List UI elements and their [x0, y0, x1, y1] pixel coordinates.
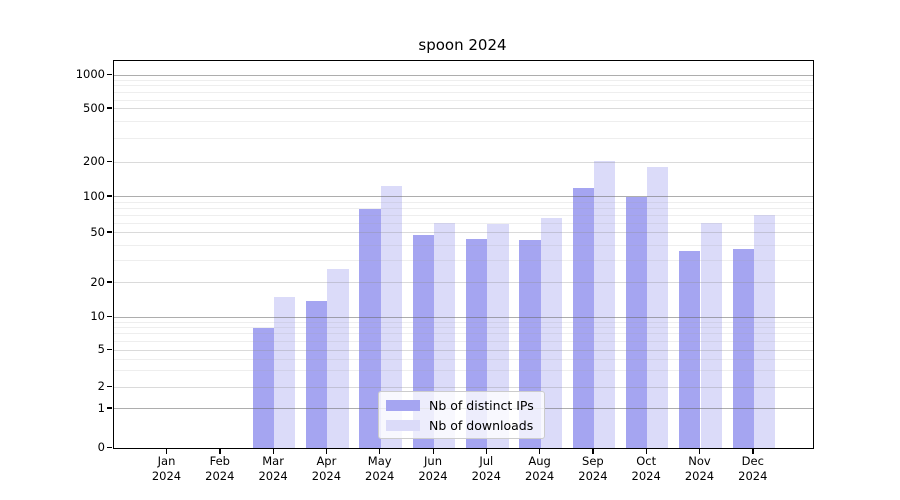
x-tick-mark	[752, 449, 754, 454]
x-tick-mark	[325, 449, 328, 454]
gridline	[114, 340, 813, 342]
bar-downloads	[593, 160, 616, 448]
y-tick-mark	[107, 348, 112, 350]
x-tick-mark	[166, 449, 168, 454]
gridline	[114, 321, 813, 323]
gridline	[114, 215, 813, 216]
y-tick-mark	[107, 195, 112, 197]
gridline	[114, 99, 813, 101]
gridline	[114, 108, 813, 110]
gridline	[114, 282, 813, 284]
gridline	[114, 232, 813, 234]
x-tick-mark	[592, 449, 594, 454]
gridline	[114, 161, 813, 163]
bar-downloads	[700, 222, 722, 448]
x-tick-mark	[485, 449, 488, 454]
gridline	[114, 208, 813, 210]
x-tick-label: Nov 2024	[684, 454, 715, 483]
y-tick-label: 0	[97, 440, 105, 454]
legend-label-downloads: Nb of downloads	[429, 417, 534, 433]
x-tick-label: Dec 2024	[738, 454, 768, 483]
gridline	[114, 196, 813, 198]
gridline	[114, 85, 813, 87]
x-tick-label: Oct 2024	[631, 454, 661, 483]
gridline	[114, 74, 813, 76]
bar-distinct-ips	[679, 250, 701, 448]
legend-label-distinct-ips: Nb of distinct IPs	[429, 397, 534, 413]
bar-downloads	[327, 268, 349, 448]
gridline	[114, 327, 813, 329]
bar-distinct-ips	[625, 197, 648, 448]
y-tick-mark	[107, 315, 112, 317]
y-tick-label: 5	[97, 342, 105, 356]
x-tick-mark	[432, 449, 434, 454]
y-tick-label: 20	[90, 274, 105, 289]
y-tick-mark	[107, 73, 112, 75]
x-tick-label: Mar 2024	[258, 454, 288, 483]
y-tick-label: 100	[83, 188, 105, 203]
y-tick-label: 1	[97, 400, 105, 415]
bar-distinct-ips	[252, 327, 275, 448]
bar-distinct-ips	[359, 208, 381, 448]
bar-distinct-ips	[732, 249, 754, 448]
x-tick-label: Jun 2024	[418, 454, 448, 483]
gridline	[114, 349, 813, 351]
legend-swatch-downloads	[386, 419, 420, 431]
gridline	[114, 244, 813, 246]
gridline	[114, 79, 813, 81]
legend-entry-ips: Nb of distinct IPs	[386, 397, 534, 413]
x-tick-label: May 2024	[365, 454, 395, 483]
x-tick-label: Feb 2024	[205, 454, 235, 483]
y-tick-mark	[107, 107, 112, 109]
y-tick-mark	[107, 446, 112, 448]
bar-downloads	[647, 167, 669, 448]
gridline	[114, 91, 813, 93]
gridline	[114, 138, 813, 140]
x-tick-mark	[645, 449, 647, 454]
y-tick-label: 10	[90, 309, 105, 323]
bar-distinct-ips	[572, 187, 594, 448]
x-tick-mark	[699, 449, 701, 454]
bar-downloads	[540, 217, 562, 448]
y-tick-label: 1000	[75, 67, 105, 81]
x-tick-mark	[272, 449, 274, 454]
gridline	[114, 370, 813, 372]
gridline	[114, 260, 813, 262]
legend-entry-downloads: Nb of downloads	[386, 417, 534, 433]
bar-distinct-ips	[306, 300, 328, 448]
x-tick-label: Sep 2024	[578, 454, 608, 483]
legend-swatch-distinct-ips	[386, 399, 420, 411]
gridline	[114, 316, 813, 318]
y-tick-label: 2	[97, 379, 105, 393]
gridline	[114, 333, 813, 335]
bar-downloads	[753, 214, 776, 448]
gridline	[114, 201, 813, 203]
gridline	[114, 386, 813, 388]
y-tick-mark	[107, 407, 112, 409]
x-tick-label: Apr 2024	[311, 454, 342, 483]
chart-title: spoon 2024	[418, 36, 507, 54]
y-tick-mark	[107, 160, 112, 162]
gridline	[114, 223, 813, 225]
y-tick-label: 200	[83, 154, 105, 168]
x-tick-label: Aug 2024	[524, 454, 555, 483]
y-tick-mark	[107, 281, 112, 283]
x-tick-mark	[219, 449, 221, 454]
x-tick-label: Jul 2024	[471, 454, 501, 483]
gridline	[114, 358, 813, 360]
gridline	[114, 121, 813, 123]
x-tick-mark	[539, 449, 541, 454]
x-tick-label: Jan 2024	[151, 454, 182, 483]
y-tick-label: 50	[90, 224, 105, 239]
y-tick-mark	[107, 385, 112, 387]
y-tick-label: 500	[83, 100, 105, 115]
x-tick-mark	[379, 449, 381, 454]
bar-downloads	[274, 297, 296, 448]
y-tick-mark	[107, 231, 112, 233]
legend: Nb of distinct IPs Nb of downloads	[378, 391, 545, 439]
